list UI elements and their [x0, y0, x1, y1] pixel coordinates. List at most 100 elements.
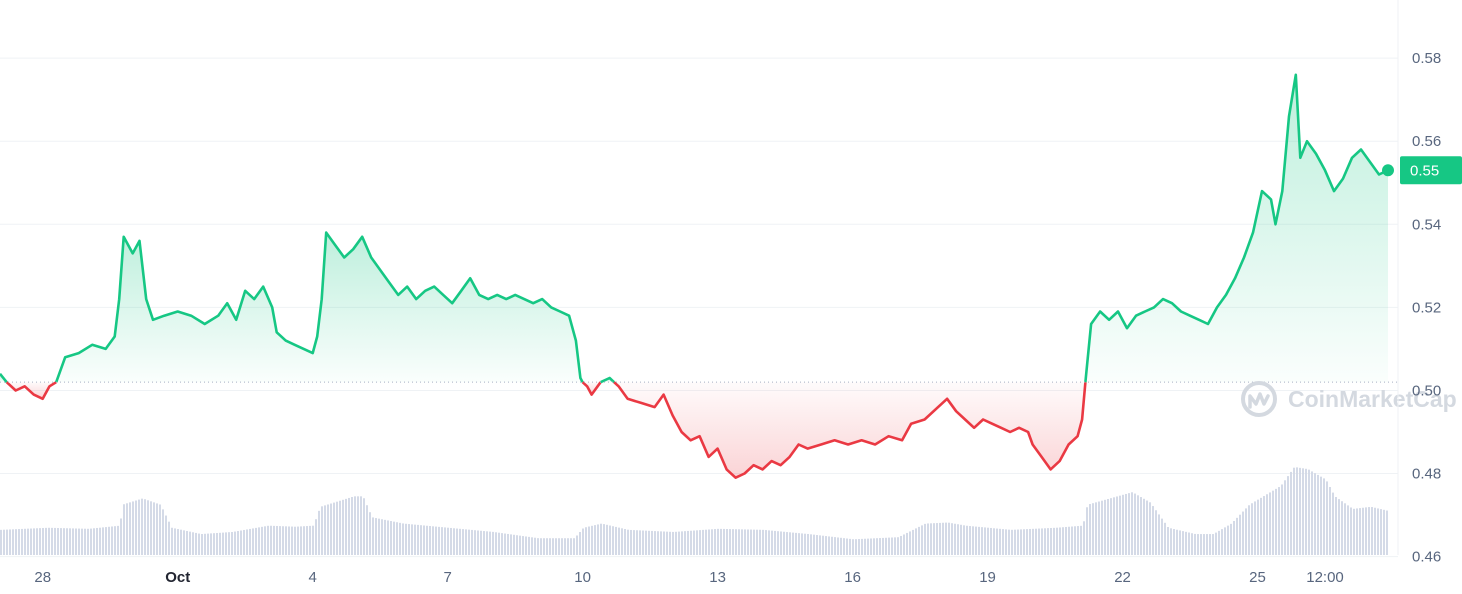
area-below-baseline	[614, 382, 1086, 478]
y-tick-label: 0.54	[1412, 216, 1441, 233]
x-tick-label: 4	[309, 569, 317, 586]
volume-bar	[1143, 498, 1145, 555]
volume-bar	[1161, 518, 1163, 555]
volume-bar	[324, 505, 326, 555]
volume-bar	[78, 528, 80, 555]
volume-bar	[948, 522, 950, 555]
volume-bar	[741, 529, 743, 555]
volume-bar	[222, 532, 224, 555]
volume-bar	[1212, 534, 1214, 555]
volume-bar	[81, 528, 83, 555]
grid-lines	[0, 57, 1398, 558]
volume-bar	[285, 526, 287, 555]
volume-bar	[615, 526, 617, 555]
volume-bar	[462, 529, 464, 555]
volume-bar	[972, 526, 974, 555]
volume-bar	[1014, 529, 1016, 555]
volume-bar	[1119, 495, 1121, 555]
volume-bar	[51, 527, 53, 555]
volume-bar	[747, 529, 749, 555]
volume-bar	[714, 529, 716, 555]
volume-bar	[132, 501, 134, 555]
volume-bar	[858, 539, 860, 555]
volume-bar	[198, 533, 200, 555]
volume-bar	[486, 531, 488, 555]
x-tick-label: Oct	[165, 569, 190, 586]
y-tick-label: 0.50	[1412, 382, 1441, 399]
volume-bars	[0, 467, 1388, 555]
volume-bar	[1113, 497, 1115, 555]
volume-bar	[1053, 527, 1055, 555]
volume-bar	[321, 506, 323, 555]
volume-bar	[372, 517, 374, 555]
y-axis-ticks: 0.46 0.48 0.50 0.52 0.54 0.56 0.58	[1412, 50, 1441, 565]
volume-bar	[678, 531, 680, 555]
volume-bar	[537, 538, 539, 555]
volume-bar	[693, 530, 695, 555]
price-line	[0, 73, 1389, 479]
volume-bar	[1380, 509, 1382, 555]
volume-bar	[93, 528, 95, 555]
volume-bar	[681, 531, 683, 555]
last-price-dot	[1382, 164, 1394, 177]
volume-bar	[189, 531, 191, 555]
volume-bar	[333, 502, 335, 555]
volume-bar	[1314, 473, 1316, 555]
volume-bar	[726, 529, 728, 555]
price-area	[0, 74, 1388, 478]
volume-bar	[156, 503, 158, 555]
volume-bar	[579, 532, 581, 555]
volume-bar	[87, 528, 89, 555]
volume-bar	[21, 528, 23, 555]
volume-bar	[534, 537, 536, 555]
volume-bar	[897, 537, 899, 555]
volume-bar	[1290, 471, 1292, 555]
volume-bar	[1326, 481, 1328, 555]
current-price-label: 0.55	[1410, 162, 1439, 179]
volume-bar	[411, 524, 413, 555]
volume-bar	[279, 526, 281, 555]
volume-bar	[1005, 529, 1007, 555]
volume-bar	[987, 527, 989, 555]
price-line-up	[1084, 73, 1389, 383]
volume-bar	[405, 523, 407, 555]
volume-bar	[855, 539, 857, 555]
volume-bar	[1386, 510, 1388, 555]
volume-bar	[1032, 528, 1034, 555]
volume-bar	[150, 501, 152, 555]
volume-bar	[414, 524, 416, 555]
volume-bar	[1338, 499, 1340, 555]
volume-bar	[288, 526, 290, 555]
volume-bar	[1020, 529, 1022, 555]
volume-bar	[771, 530, 773, 555]
volume-bar	[1083, 521, 1085, 555]
volume-bar	[645, 530, 647, 555]
volume-bar	[393, 521, 395, 555]
volume-bar	[732, 529, 734, 555]
volume-bar	[1308, 469, 1310, 555]
volume-bar	[207, 533, 209, 555]
y-tick-label: 0.46	[1412, 549, 1441, 566]
volume-bar	[744, 529, 746, 555]
volume-bar	[792, 532, 794, 555]
volume-bar	[1344, 503, 1346, 555]
volume-bar	[1068, 526, 1070, 555]
volume-bar	[297, 526, 299, 555]
volume-bar	[990, 527, 992, 555]
volume-bar	[927, 523, 929, 555]
volume-bar	[765, 530, 767, 555]
volume-bar	[159, 504, 161, 555]
volume-bar	[315, 519, 317, 555]
volume-bar	[456, 528, 458, 555]
volume-bar	[960, 524, 962, 555]
volume-bar	[69, 528, 71, 555]
volume-bar	[339, 500, 341, 555]
volume-bar	[171, 527, 173, 555]
volume-bar	[777, 531, 779, 555]
volume-bar	[1017, 529, 1019, 555]
volume-bar	[1134, 493, 1136, 555]
volume-bar	[195, 532, 197, 555]
price-line-up	[54, 231, 584, 383]
volume-bar	[420, 525, 422, 555]
volume-bar	[387, 520, 389, 555]
